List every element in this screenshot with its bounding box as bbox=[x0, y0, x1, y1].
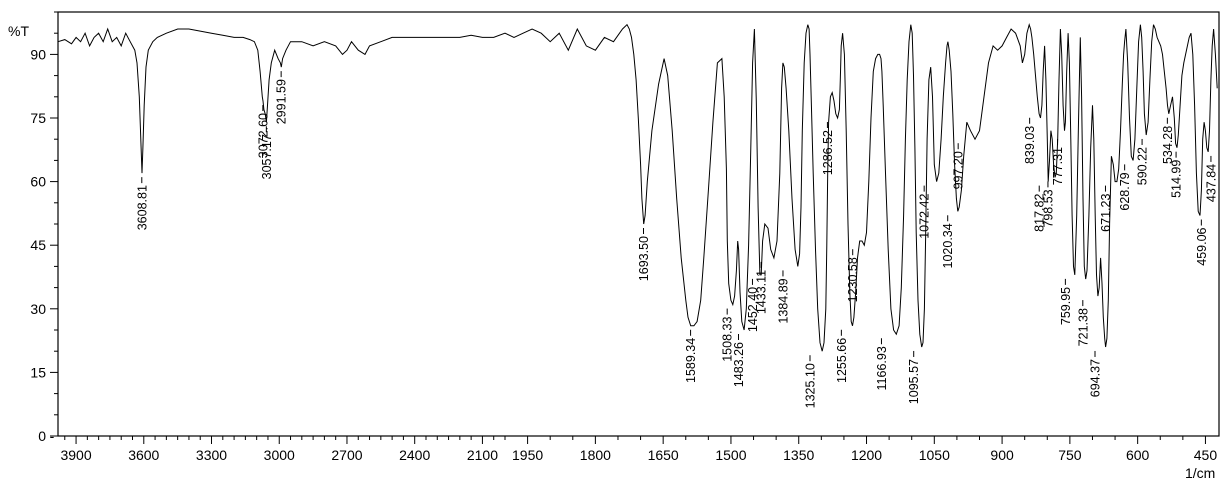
peak-label: 590.22 bbox=[1136, 139, 1150, 185]
peak-value: 1483.26 bbox=[732, 342, 746, 387]
peak-label: 1230.58 bbox=[846, 249, 860, 302]
peak-label: 777.31 bbox=[1051, 139, 1065, 185]
peak-label: 534.28 bbox=[1161, 118, 1175, 164]
x-axis-title: 1/cm bbox=[1185, 465, 1215, 481]
x-tick-label: 900 bbox=[990, 447, 1014, 463]
x-tick-label: 1350 bbox=[783, 447, 814, 463]
y-tick-label: 30 bbox=[30, 301, 46, 317]
peak-label: 437.84 bbox=[1204, 156, 1218, 202]
y-tick-label: 90 bbox=[30, 46, 46, 62]
peak-label: 1255.66 bbox=[835, 330, 849, 383]
peak-value: 514.99 bbox=[1170, 160, 1184, 198]
peak-label: 1384.89 bbox=[777, 270, 791, 323]
x-tick-label: 1800 bbox=[580, 447, 611, 463]
peak-value: 777.31 bbox=[1051, 147, 1065, 185]
x-tick-label: 3300 bbox=[196, 447, 227, 463]
x-tick-label: 3900 bbox=[60, 447, 91, 463]
peak-value: 2991.59 bbox=[275, 79, 289, 124]
x-tick-label: 3600 bbox=[128, 447, 159, 463]
y-tick-label: 60 bbox=[30, 174, 46, 190]
peak-value: 671.23 bbox=[1099, 194, 1113, 232]
x-axis: 3900 3600 3300 3000 2700 2400 2100 1950 1800 1650… bbox=[60, 436, 1217, 463]
peak-label: 1166.93 bbox=[875, 338, 889, 390]
peak-value: 1384.89 bbox=[777, 278, 791, 323]
peak-label: 1325.10 bbox=[804, 355, 818, 408]
peak-value: 534.28 bbox=[1161, 126, 1175, 164]
peak-label: 3057.17 bbox=[260, 126, 274, 179]
peak-value: 590.22 bbox=[1136, 147, 1150, 185]
peak-label: 694.37 bbox=[1089, 351, 1103, 397]
y-axis: 0 15 30 45 60 75 90 - bbox=[30, 12, 58, 444]
peak-value: 1230.58 bbox=[846, 257, 860, 302]
x-tick-label: 2400 bbox=[399, 447, 430, 463]
peak-value: 1433.11 bbox=[755, 270, 769, 314]
peak-label: 1286.52 bbox=[821, 122, 835, 175]
peak-value: 839.03 bbox=[1023, 126, 1037, 164]
y-tick-label: 0 bbox=[38, 428, 46, 444]
peak-value: 1325.10 bbox=[804, 363, 818, 408]
peak-value: 1020.34 bbox=[941, 223, 955, 268]
y-tick-label: 15 bbox=[30, 364, 46, 380]
x-tick-label: 2700 bbox=[331, 447, 362, 463]
x-tick-label: 750 bbox=[1058, 447, 1082, 463]
peak-value: 628.79 bbox=[1118, 172, 1132, 210]
peak-value: 3608.81 bbox=[135, 185, 149, 230]
peak-value: 1589.34 bbox=[684, 338, 698, 383]
peak-value: 1255.66 bbox=[835, 338, 849, 383]
peak-label: 1020.34 bbox=[941, 215, 955, 268]
x-tick-label: 600 bbox=[1126, 447, 1150, 463]
peak-value: 721.38 bbox=[1076, 308, 1090, 346]
peak-value: 1072.42 bbox=[918, 194, 932, 239]
peak-label: 839.03 bbox=[1023, 118, 1037, 164]
peak-value: 798.53 bbox=[1041, 189, 1055, 227]
peak-label: 628.79 bbox=[1118, 164, 1132, 210]
peak-value: 3057.17 bbox=[260, 134, 274, 179]
peak-labels: 3608.813072.603057.172991.591693.501589.… bbox=[135, 71, 1218, 408]
x-tick-label: 2100 bbox=[467, 447, 498, 463]
peak-label: 1072.42 bbox=[918, 186, 932, 239]
x-tick-label: 1050 bbox=[919, 447, 950, 463]
peak-label: 1095.57 bbox=[907, 351, 921, 404]
peak-label: 759.95 bbox=[1059, 279, 1073, 325]
y-zero-dash: - bbox=[50, 428, 55, 444]
y-tick-label: 75 bbox=[30, 110, 46, 126]
x-tick-label: 1200 bbox=[851, 447, 882, 463]
spectrum-line bbox=[58, 25, 1217, 352]
peak-value: 1095.57 bbox=[907, 359, 921, 404]
x-tick-label: 1650 bbox=[648, 447, 679, 463]
peak-value: 459.06 bbox=[1195, 227, 1209, 265]
y-tick-label: 45 bbox=[30, 237, 46, 253]
peak-value: 694.37 bbox=[1089, 359, 1103, 397]
peak-value: 1166.93 bbox=[875, 346, 889, 390]
peak-value: 1693.50 bbox=[637, 236, 651, 281]
peak-value: 1286.52 bbox=[821, 130, 835, 175]
peak-label: 721.38 bbox=[1076, 300, 1090, 346]
peak-label: 2991.59 bbox=[275, 71, 289, 124]
x-tick-label: 3000 bbox=[264, 447, 295, 463]
peak-value: 759.95 bbox=[1059, 287, 1073, 325]
peak-label: 459.06 bbox=[1195, 220, 1209, 266]
peak-label: 1693.50 bbox=[637, 228, 651, 281]
x-tick-label: 1500 bbox=[715, 447, 746, 463]
peak-value: 997.20 bbox=[952, 151, 966, 189]
peak-label: 3608.81 bbox=[135, 177, 149, 230]
x-tick-label: 1950 bbox=[512, 447, 543, 463]
y-axis-title: %T bbox=[8, 23, 29, 39]
peak-value: 437.84 bbox=[1204, 164, 1218, 202]
peak-label: 1589.34 bbox=[684, 330, 698, 383]
peak-label: 798.53 bbox=[1041, 181, 1055, 227]
x-tick-label: 450 bbox=[1194, 447, 1218, 463]
